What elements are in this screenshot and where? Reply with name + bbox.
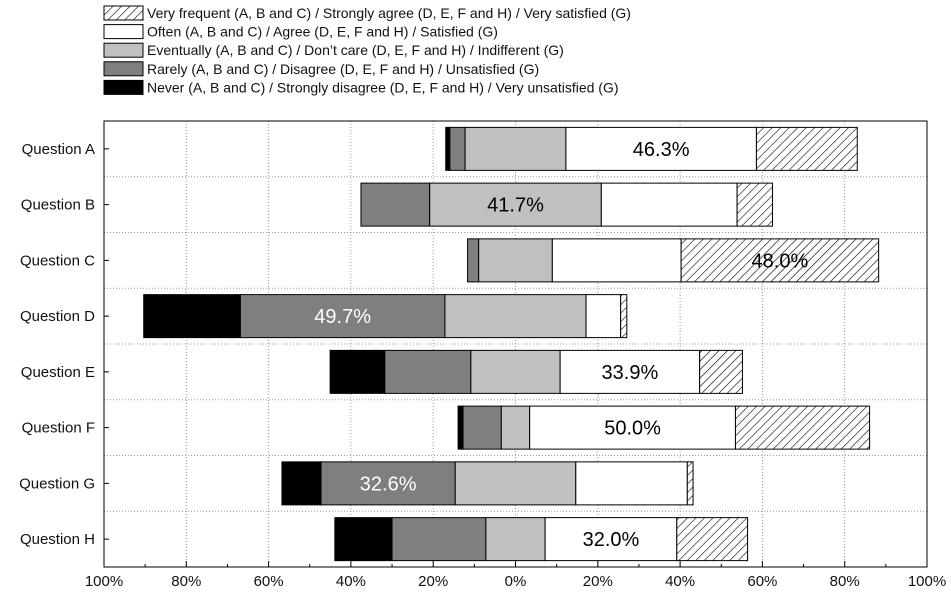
legend-label: Often (A, B and C) / Agree (D, E, F and … bbox=[147, 24, 498, 40]
x-tick-label: 20% bbox=[583, 573, 613, 590]
bar-segment bbox=[360, 182, 431, 227]
data-label: 50.0% bbox=[604, 418, 661, 440]
bar-segment bbox=[467, 238, 480, 283]
bar-segment bbox=[478, 238, 553, 283]
category-label: Question F bbox=[22, 420, 95, 437]
bar-segment bbox=[449, 126, 466, 171]
data-label: 48.0% bbox=[752, 250, 809, 272]
data-label: 41.7% bbox=[487, 195, 544, 217]
x-tick-label: 40% bbox=[665, 573, 695, 590]
bar-segment bbox=[143, 294, 241, 339]
x-tick-label: 60% bbox=[747, 573, 777, 590]
bar-segment bbox=[444, 294, 587, 339]
data-label: 32.0% bbox=[583, 529, 640, 551]
bar-segment bbox=[699, 349, 743, 394]
bar-segment bbox=[565, 126, 757, 171]
category-label: Question C bbox=[20, 252, 95, 269]
legend-label: Very frequent (A, B and C) / Strongly ag… bbox=[147, 5, 631, 21]
bar-segment bbox=[620, 294, 628, 339]
x-tick-label: 60% bbox=[254, 573, 284, 590]
data-labels: 46.3% 41.7% 48.0% 49.7% 33.9% 50.0% 32.6% 32.0% bbox=[314, 139, 808, 551]
category-label: Question H bbox=[20, 531, 95, 548]
axes: Question A Question B Question C Question D… bbox=[19, 141, 946, 590]
bar-segment bbox=[734, 405, 871, 450]
bar-segment bbox=[736, 182, 773, 227]
bar-segment bbox=[686, 461, 694, 506]
bars bbox=[143, 126, 880, 562]
bar-segment bbox=[384, 349, 472, 394]
data-label: 49.7% bbox=[314, 306, 371, 328]
bar-segment bbox=[676, 517, 749, 562]
bar-segment bbox=[445, 126, 451, 171]
bar-segment bbox=[680, 238, 880, 283]
legend-label: Eventually (A, B and C) / Don’t care (D,… bbox=[147, 42, 564, 58]
data-label: 33.9% bbox=[602, 362, 659, 384]
category-label: Question B bbox=[21, 197, 95, 214]
grid bbox=[104, 121, 927, 567]
legend-swatch bbox=[103, 61, 144, 77]
bar-segment bbox=[544, 517, 678, 562]
category-label: Question E bbox=[21, 364, 95, 381]
data-label: 46.3% bbox=[633, 139, 690, 161]
bar-segment bbox=[464, 126, 567, 171]
legend-swatch bbox=[103, 79, 144, 95]
bar-segment bbox=[391, 517, 487, 562]
bar-segment bbox=[575, 461, 688, 506]
legend-swatch bbox=[103, 5, 144, 21]
legend-label: Rarely (A, B and C) / Disagree (D, E, F … bbox=[147, 61, 539, 77]
bar-segment bbox=[600, 182, 738, 227]
bar-segment bbox=[429, 182, 602, 227]
bar-segment bbox=[485, 517, 546, 562]
bar-segment bbox=[281, 461, 322, 506]
bar-segment bbox=[585, 294, 622, 339]
category-label: Question A bbox=[22, 141, 95, 158]
legend-label: Never (A, B and C) / Strongly disagree (… bbox=[147, 79, 619, 95]
legend-swatch bbox=[103, 42, 144, 58]
bar-segment bbox=[559, 349, 701, 394]
bar-segment bbox=[551, 238, 682, 283]
x-tick-label: 100% bbox=[85, 573, 123, 590]
bar-segment bbox=[334, 517, 393, 562]
bar-segment bbox=[755, 126, 858, 171]
category-label: Question D bbox=[20, 308, 95, 325]
category-label: Question G bbox=[19, 475, 95, 492]
bar-segment bbox=[500, 405, 531, 450]
bar-segment bbox=[329, 349, 386, 394]
bar-segment bbox=[462, 405, 502, 450]
x-tick-label: 100% bbox=[908, 573, 946, 590]
bar-segment bbox=[457, 405, 464, 450]
legend-swatch bbox=[103, 24, 144, 40]
x-tick-label: 0% bbox=[505, 573, 527, 590]
data-label: 32.6% bbox=[360, 473, 417, 495]
x-tick-label: 80% bbox=[830, 573, 860, 590]
x-tick-label: 20% bbox=[418, 573, 448, 590]
bar-segment bbox=[454, 461, 577, 506]
x-tick-label: 80% bbox=[171, 573, 201, 590]
x-tick-label: 40% bbox=[336, 573, 366, 590]
legend: Very frequent (A, B and C) / Strongly ag… bbox=[103, 5, 631, 95]
bar-segment bbox=[470, 349, 561, 394]
